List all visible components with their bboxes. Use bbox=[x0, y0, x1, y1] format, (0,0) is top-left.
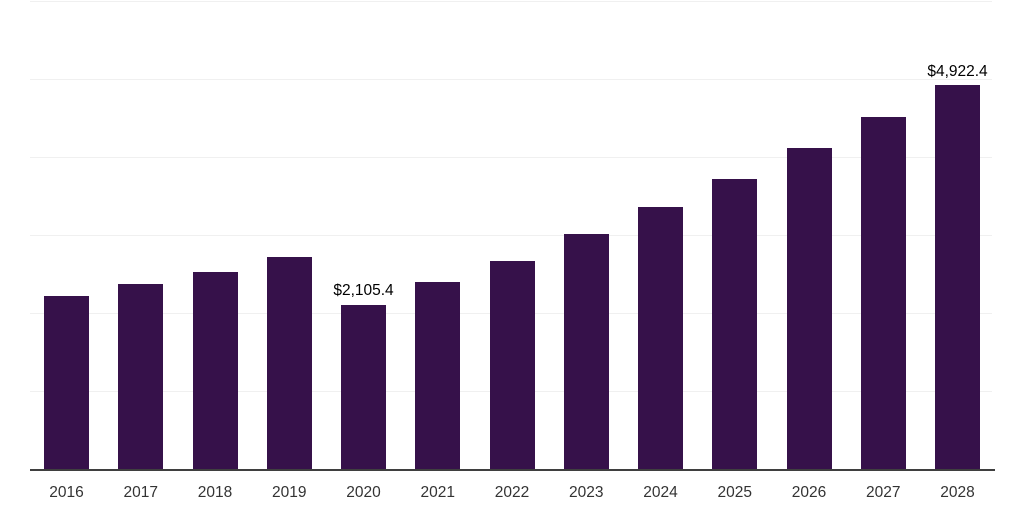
x-axis-label-2025: 2025 bbox=[717, 484, 752, 501]
x-axis-label-2017: 2017 bbox=[123, 484, 158, 501]
bar-2019[interactable] bbox=[266, 256, 312, 469]
x-axis-label-2022: 2022 bbox=[494, 484, 530, 501]
x-axis-label-2023: 2023 bbox=[569, 484, 604, 501]
bar-2021[interactable] bbox=[415, 281, 461, 469]
x-axis-label-2024: 2024 bbox=[643, 484, 678, 501]
gridline bbox=[30, 157, 992, 158]
x-axis-label-2019: 2019 bbox=[272, 484, 307, 501]
bar-2027[interactable] bbox=[860, 117, 906, 469]
gridline bbox=[30, 1, 992, 2]
bar-2024[interactable] bbox=[638, 206, 683, 469]
x-axis-tick-labels: 2016 2017 2018 2019 2020 2021 2022 2023 2024 2025… bbox=[30, 485, 995, 505]
x-axis-label-2021: 2021 bbox=[420, 484, 455, 501]
bar-value-label: $4,922.4 bbox=[927, 62, 988, 80]
bar-2017[interactable] bbox=[118, 284, 164, 469]
x-axis-label-2026: 2026 bbox=[791, 484, 827, 501]
x-axis-label-2020: 2020 bbox=[346, 484, 381, 501]
bar-2023[interactable] bbox=[563, 234, 609, 469]
bar-2018[interactable] bbox=[192, 272, 238, 469]
x-axis-line bbox=[30, 469, 995, 471]
gridline bbox=[30, 235, 992, 236]
bar-value-label: $2,105.4 bbox=[333, 282, 394, 300]
bar-2016[interactable] bbox=[44, 295, 89, 469]
x-axis-label-2018: 2018 bbox=[197, 484, 233, 501]
bar-2025[interactable] bbox=[712, 178, 758, 469]
plot-area: $2,105.4 $4,922.4 bbox=[30, 1, 995, 471]
bar-2026[interactable] bbox=[786, 148, 832, 469]
x-axis-label-2027: 2027 bbox=[866, 484, 901, 501]
gridline bbox=[30, 79, 992, 80]
bar-2028[interactable] bbox=[935, 85, 980, 469]
x-axis-label-2028: 2028 bbox=[940, 484, 975, 501]
bar-2022[interactable] bbox=[489, 261, 535, 469]
bar-2020[interactable] bbox=[341, 304, 386, 469]
x-axis-label-2016: 2016 bbox=[49, 484, 84, 501]
